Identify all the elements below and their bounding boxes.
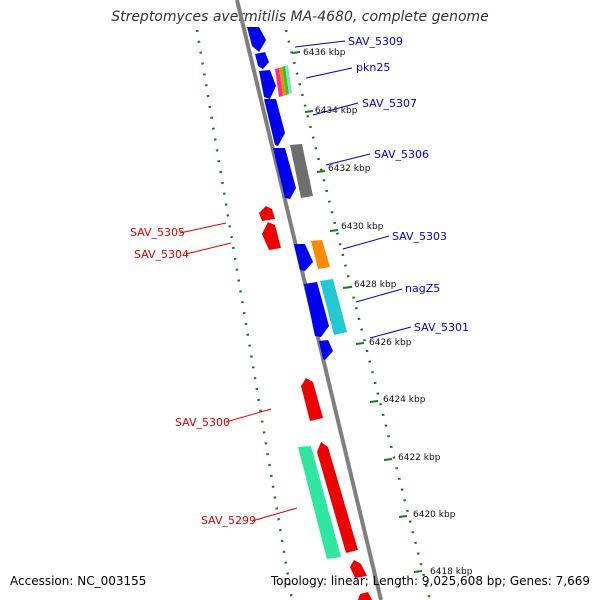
gene-arrow[interactable] xyxy=(301,378,323,421)
gene-arrow[interactable] xyxy=(350,560,367,578)
gene-arrow[interactable] xyxy=(259,206,275,221)
gene-label-sav-5299[interactable]: SAV_5299 xyxy=(201,514,256,527)
gene-label-sav-5300[interactable]: SAV_5300 xyxy=(175,416,230,429)
gene-arrow[interactable] xyxy=(255,52,269,69)
gene-arrow[interactable] xyxy=(273,148,296,199)
genome-summary-text: Topology: linear; Length: 9,025,608 bp; … xyxy=(270,574,590,588)
tick-label: 6434 kbp xyxy=(315,106,358,116)
tick-mark xyxy=(398,515,408,518)
gene-label-sav-5301[interactable]: SAV_5301 xyxy=(414,321,469,334)
gene-block[interactable] xyxy=(298,446,341,559)
gene-label-sav-5304[interactable]: SAV_5304 xyxy=(134,248,189,261)
map-title: Streptomyces avermitilis MA-4680, comple… xyxy=(111,9,489,25)
gene-label-sav-5306[interactable]: SAV_5306 xyxy=(374,148,429,161)
gene-arrow[interactable] xyxy=(262,222,281,250)
gene-label-sav-5305[interactable]: SAV_5305 xyxy=(130,226,185,239)
gene-arrow[interactable] xyxy=(259,70,276,99)
tick-labels: 6436 kbp 6434 kbp 6432 kbp 6430 kbp 6428… xyxy=(303,48,473,577)
gene-block[interactable] xyxy=(290,144,313,198)
gene-labels: SAV_5309 pkn25 SAV_5307 SAV_5306 SAV_530… xyxy=(130,35,469,527)
gene-block[interactable] xyxy=(311,240,330,269)
tick-label: 6418 kbp xyxy=(430,567,473,577)
gene-label-nagz5[interactable]: nagZ5 xyxy=(405,282,440,295)
tick-label: 6428 kbp xyxy=(354,280,397,290)
tick-mark xyxy=(329,229,339,232)
tick-label: 6436 kbp xyxy=(303,48,346,58)
tick-label: 6422 kbp xyxy=(398,453,441,463)
tick-label: 6424 kbp xyxy=(383,395,426,405)
gene-arrow[interactable] xyxy=(304,282,329,337)
tick-label: 6430 kbp xyxy=(341,222,384,232)
label-leaders xyxy=(179,40,412,522)
forward-genes xyxy=(247,27,333,360)
tick-mark xyxy=(369,400,379,403)
tick-mark xyxy=(304,110,314,113)
gene-block[interactable] xyxy=(320,279,347,335)
gene-arrow[interactable] xyxy=(319,340,333,360)
tick-mark xyxy=(383,458,393,461)
tick-mark xyxy=(413,570,423,573)
gene-arrow[interactable] xyxy=(247,27,266,52)
outer-dotted-guide xyxy=(284,29,432,600)
tick-mark xyxy=(291,51,301,54)
gene-label-sav-5309[interactable]: SAV_5309 xyxy=(348,35,403,48)
tick-marks xyxy=(291,51,423,573)
tick-label: 6420 kbp xyxy=(413,510,456,520)
gene-label-sav-5307[interactable]: SAV_5307 xyxy=(362,97,417,110)
gene-arrow[interactable] xyxy=(317,442,358,553)
accession-text: Accession: NC_003155 xyxy=(10,574,147,588)
tick-label: 6432 kbp xyxy=(328,164,371,174)
tick-mark xyxy=(355,342,365,345)
gene-arrow[interactable] xyxy=(264,99,285,146)
gene-arrow[interactable] xyxy=(358,592,372,600)
pkn25-block[interactable] xyxy=(275,65,292,97)
tick-label: 6426 kbp xyxy=(369,338,412,348)
gene-label-pkn25[interactable]: pkn25 xyxy=(356,61,390,74)
tick-mark xyxy=(342,286,352,289)
gene-arrow[interactable] xyxy=(294,244,313,271)
gene-label-sav-5303[interactable]: SAV_5303 xyxy=(392,230,447,243)
tick-mark xyxy=(316,170,326,173)
reverse-genes xyxy=(259,206,372,600)
